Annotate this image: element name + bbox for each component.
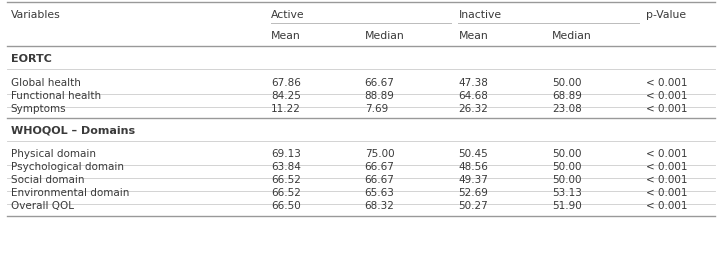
- Text: Overall QOL: Overall QOL: [11, 200, 74, 210]
- Text: Inactive: Inactive: [458, 10, 502, 20]
- Text: < 0.001: < 0.001: [646, 200, 687, 210]
- Text: 66.67: 66.67: [365, 161, 394, 171]
- Text: < 0.001: < 0.001: [646, 104, 687, 114]
- Text: 50.00: 50.00: [552, 174, 582, 184]
- Text: Active: Active: [271, 10, 305, 20]
- Text: 66.67: 66.67: [365, 174, 394, 184]
- Text: 68.89: 68.89: [552, 91, 582, 101]
- Text: < 0.001: < 0.001: [646, 148, 687, 158]
- Text: Environmental domain: Environmental domain: [11, 187, 129, 197]
- Text: 52.69: 52.69: [458, 187, 488, 197]
- Text: 50.00: 50.00: [552, 161, 582, 171]
- Text: Psychological domain: Psychological domain: [11, 161, 124, 171]
- Text: WHOQOL – Domains: WHOQOL – Domains: [11, 125, 135, 135]
- Text: 23.08: 23.08: [552, 104, 582, 114]
- Text: 75.00: 75.00: [365, 148, 394, 158]
- Text: 69.13: 69.13: [271, 148, 300, 158]
- Text: 66.52: 66.52: [271, 174, 300, 184]
- Text: < 0.001: < 0.001: [646, 91, 687, 101]
- Text: p-Value: p-Value: [646, 10, 687, 20]
- Text: Symptoms: Symptoms: [11, 104, 66, 114]
- Text: < 0.001: < 0.001: [646, 78, 687, 88]
- Text: 84.25: 84.25: [271, 91, 300, 101]
- Text: Median: Median: [552, 31, 592, 41]
- Text: < 0.001: < 0.001: [646, 187, 687, 197]
- Text: 66.52: 66.52: [271, 187, 300, 197]
- Text: Variables: Variables: [11, 10, 61, 20]
- Text: Mean: Mean: [271, 31, 300, 41]
- Text: 50.45: 50.45: [458, 148, 488, 158]
- Text: Global health: Global health: [11, 78, 81, 88]
- Text: 47.38: 47.38: [458, 78, 488, 88]
- Text: 7.69: 7.69: [365, 104, 388, 114]
- Text: 67.86: 67.86: [271, 78, 300, 88]
- Text: EORTC: EORTC: [11, 54, 52, 64]
- Text: 50.00: 50.00: [552, 78, 582, 88]
- Text: 26.32: 26.32: [458, 104, 488, 114]
- Text: 53.13: 53.13: [552, 187, 582, 197]
- Text: 50.27: 50.27: [458, 200, 488, 210]
- Text: < 0.001: < 0.001: [646, 174, 687, 184]
- Text: 64.68: 64.68: [458, 91, 488, 101]
- Text: 68.32: 68.32: [365, 200, 394, 210]
- Text: 51.90: 51.90: [552, 200, 582, 210]
- Text: 66.67: 66.67: [365, 78, 394, 88]
- Text: Physical domain: Physical domain: [11, 148, 96, 158]
- Text: Functional health: Functional health: [11, 91, 101, 101]
- Text: 88.89: 88.89: [365, 91, 394, 101]
- Text: 48.56: 48.56: [458, 161, 488, 171]
- Text: 66.50: 66.50: [271, 200, 300, 210]
- Text: 65.63: 65.63: [365, 187, 394, 197]
- Text: < 0.001: < 0.001: [646, 161, 687, 171]
- Text: Mean: Mean: [458, 31, 488, 41]
- Text: 63.84: 63.84: [271, 161, 300, 171]
- Text: Social domain: Social domain: [11, 174, 84, 184]
- Text: 49.37: 49.37: [458, 174, 488, 184]
- Text: Median: Median: [365, 31, 404, 41]
- Text: 11.22: 11.22: [271, 104, 300, 114]
- Text: 50.00: 50.00: [552, 148, 582, 158]
